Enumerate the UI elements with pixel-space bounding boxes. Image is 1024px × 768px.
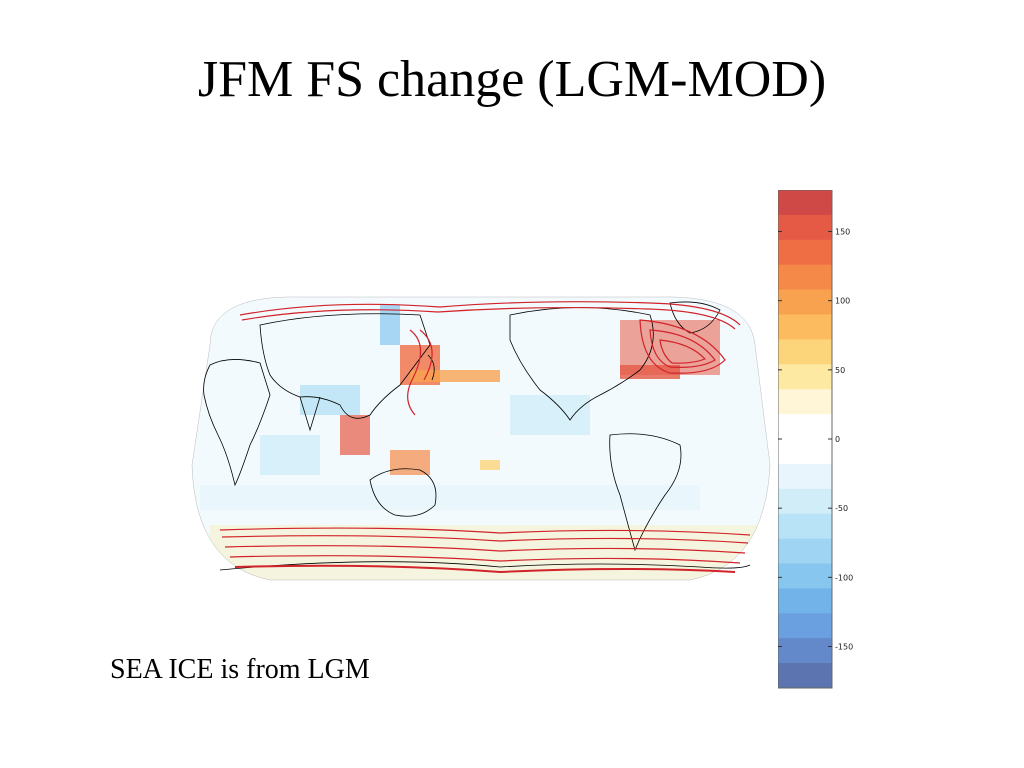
colorbar-swatch	[778, 214, 832, 241]
colorbar-ticks: 150 100 50 0 -50 -100 -150	[778, 228, 853, 652]
coastlines	[203, 301, 751, 571]
colorbar-swatch	[778, 264, 832, 291]
colorbar-tick-label: -50	[835, 504, 848, 513]
colorbar-tick-label: -150	[835, 643, 853, 652]
colorbar: 150 100 50 0 -50 -100 -150	[778, 190, 853, 689]
colorbar-tick-label: 50	[835, 366, 845, 375]
colorbar-swatch	[778, 289, 832, 315]
colorbar-swatch	[778, 239, 832, 266]
colorbar-swatch	[778, 364, 832, 390]
sea-ice-contours	[219, 301, 751, 574]
colorbar-swatch	[778, 588, 832, 614]
colorbar-swatch	[778, 339, 832, 365]
world-map-figure	[191, 296, 771, 581]
colorbar-tick-label: 150	[835, 228, 850, 237]
colorbar-swatch	[778, 538, 832, 564]
colorbar-swatch	[778, 463, 832, 490]
colorbar-swatch	[778, 488, 832, 515]
map-field	[192, 296, 770, 581]
colorbar-swatch	[778, 414, 832, 440]
slide-title: JFM FS change (LGM-MOD)	[197, 51, 827, 108]
colorbar-swatch	[778, 314, 832, 340]
colorbar-swatch	[778, 439, 832, 465]
colorbar-tick-label: 100	[835, 297, 850, 306]
colorbar-swatch	[778, 638, 832, 664]
colorbar-tick-label: 0	[835, 435, 840, 444]
colorbar-swatch	[778, 513, 832, 540]
colorbar-swatch	[778, 613, 832, 639]
colorbar-swatch	[778, 563, 832, 589]
colorbar-swatches	[778, 190, 832, 689]
caption: SEA ICE is from LGM	[110, 654, 370, 685]
colorbar-tick-label: -100	[835, 573, 853, 582]
colorbar-swatch	[778, 190, 832, 216]
colorbar-swatch	[778, 389, 832, 415]
colorbar-swatch	[778, 663, 832, 689]
